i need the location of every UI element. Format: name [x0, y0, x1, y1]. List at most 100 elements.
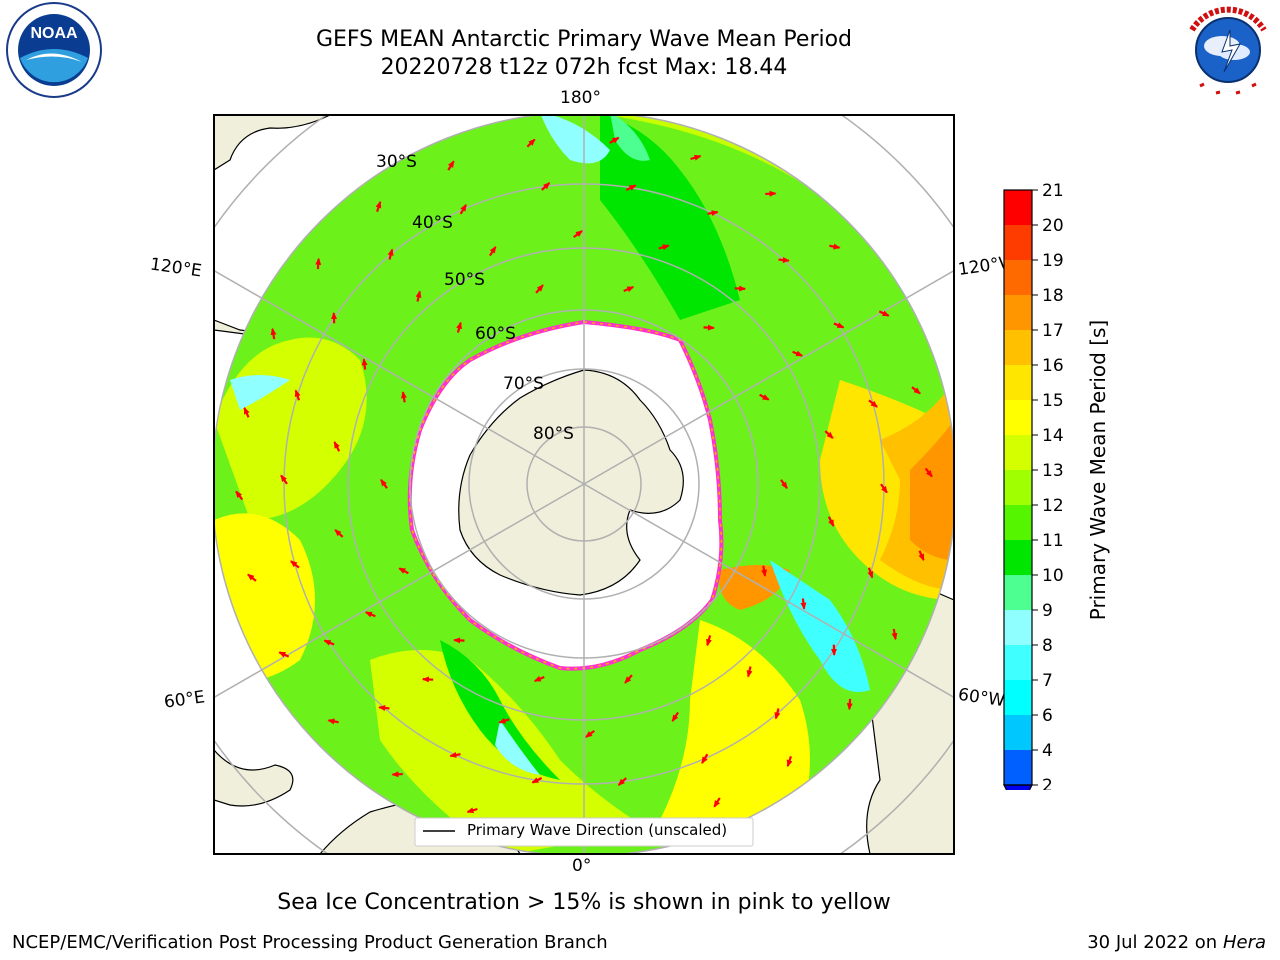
wave-direction-arrow — [609, 136, 620, 144]
wave-direction-arrow — [459, 204, 467, 215]
wave-direction-arrow — [617, 777, 627, 786]
wave-direction-arrow — [761, 565, 768, 577]
wave-direction-arrow — [911, 386, 921, 395]
wave-direction-arrow — [533, 675, 545, 682]
colorbar-tick-label: 10 — [1042, 566, 1064, 586]
plot-title: GEFS MEAN Antarctic Primary Wave Mean Pe… — [315, 27, 853, 52]
wave-direction-arrow — [690, 154, 702, 161]
colorbar-segment — [1004, 295, 1032, 330]
colorbar-tick-label: 2 — [1042, 776, 1053, 790]
wave-direction-arrow — [829, 243, 841, 250]
lat-label-60s: 60°S — [475, 324, 516, 344]
wave-direction-arrow — [792, 350, 804, 357]
wave-direction-arrow — [364, 611, 376, 618]
wave-direction-arrow — [868, 399, 878, 408]
colorbar-tick-label: 21 — [1042, 181, 1064, 201]
wave-direction-arrow — [247, 573, 257, 582]
lat-label-30s: 30°S — [376, 152, 417, 172]
wave-direction-arrow — [315, 257, 322, 270]
map-legend — [414, 817, 754, 847]
wave-direction-arrow — [924, 467, 933, 478]
wave-direction-arrow — [323, 639, 335, 646]
colorbar-segment — [1004, 365, 1032, 400]
wave-direction-arrow — [270, 327, 277, 340]
wave-direction-arrow — [827, 516, 835, 527]
wave-direction-arrow — [778, 257, 790, 264]
colorbar-tick-label: 15 — [1042, 391, 1064, 411]
legend-label: Primary Wave Direction (unscaled) — [467, 821, 728, 839]
wave-direction-arrow — [759, 393, 770, 401]
colorbar-segment — [1004, 435, 1032, 470]
wave-direction-arrow — [453, 637, 465, 644]
wave-direction-arrow — [498, 717, 510, 724]
sea-ice-note: Sea Ice Concentration > 15% is shown in … — [277, 890, 891, 915]
colorbar-tick-label: 16 — [1042, 356, 1064, 376]
wave-direction-arrow — [415, 290, 422, 302]
wave-direction-arrow — [361, 358, 368, 370]
lon-label-0: 0° — [572, 856, 592, 876]
colorbar-tick-label: 19 — [1042, 251, 1064, 271]
wave-direction-arrow — [701, 753, 709, 764]
colorbar-tick-label: 9 — [1042, 601, 1053, 621]
wave-direction-arrow — [489, 246, 497, 257]
graticule — [214, 115, 954, 854]
colorbar-tick-label: 18 — [1042, 286, 1064, 306]
lon-label-180: 180° — [560, 88, 601, 108]
wave-direction-arrow — [746, 666, 753, 678]
colorbar-segment — [1004, 330, 1032, 365]
colorbar-segment — [1004, 470, 1032, 505]
wave-direction-arrow — [625, 184, 637, 191]
wave-direction-arrow — [824, 430, 834, 439]
wave-direction-arrow — [280, 474, 288, 485]
nws-logo — [1181, 3, 1275, 97]
wave-direction-arrow — [380, 478, 388, 489]
wave-direction-arrow — [421, 676, 434, 683]
colorbar-tick-label: 12 — [1042, 496, 1064, 516]
colorbar-segment — [1004, 680, 1032, 715]
noaa-logo: NOAA — [6, 2, 102, 98]
wave-direction-arrow — [774, 708, 781, 720]
wave-direction-arrow — [449, 751, 461, 758]
colorbar-segment — [1004, 610, 1032, 645]
wave-direction-arrow — [278, 651, 290, 658]
lat-label-50s: 50°S — [444, 270, 485, 290]
colorbar-segment — [1004, 225, 1032, 260]
wave-direction-arrow — [891, 628, 898, 641]
wave-direction-arrow — [624, 674, 633, 684]
colorbar: 2 4 6 7 8 9 10 11 12 13 14 15 16 17 18 19 20 21 — [1003, 181, 1064, 790]
plot-subtitle: 20220728 t12z 072h fcst Max: 18.44 — [380, 55, 788, 80]
credit-date: 30 Jul 2022 on — [1087, 932, 1223, 953]
colorbar-tick-label: 13 — [1042, 461, 1064, 481]
wave-direction-arrow — [833, 322, 845, 329]
lat-label-70s: 70°S — [503, 374, 544, 394]
wave-direction-arrow — [447, 160, 455, 171]
colorbar-tick-label: 8 — [1042, 636, 1053, 656]
wave-direction-arrow — [526, 138, 536, 148]
wave-direction-arrow — [878, 310, 890, 317]
wave-direction-arrow — [290, 560, 300, 569]
wave-direction-arrow — [585, 729, 595, 738]
wave-direction-arrow — [333, 441, 341, 452]
noaa-logo-text: NOAA — [30, 25, 78, 42]
wave-direction-arrow — [780, 479, 788, 490]
wave-direction-arrow — [387, 248, 394, 260]
colorbar-tick-label: 6 — [1042, 706, 1053, 726]
wave-direction-arrow — [400, 391, 407, 403]
wave-direction-arrow — [786, 755, 793, 768]
lat-label-80s: 80°S — [533, 424, 574, 444]
lat-label-40s: 40°S — [412, 213, 453, 233]
colorbar-tick-label: 17 — [1042, 321, 1064, 341]
wave-direction-arrow — [573, 230, 583, 239]
wave-direction-arrow — [734, 285, 747, 292]
wave-direction-arrow — [867, 567, 874, 579]
wave-direction-arrow — [707, 210, 719, 217]
colorbar-segment — [1004, 715, 1032, 750]
colorbar-extend-triangle — [1003, 784, 1033, 790]
wave-direction-arrow — [713, 797, 721, 808]
wave-direction-arrow — [294, 389, 301, 401]
wave-direction-arrow — [235, 490, 244, 501]
colorbar-segment — [1004, 260, 1032, 295]
wave-direction-arrow — [243, 406, 250, 418]
colorbar-outline — [1003, 189, 1033, 786]
wave-direction-arrow — [703, 324, 715, 331]
